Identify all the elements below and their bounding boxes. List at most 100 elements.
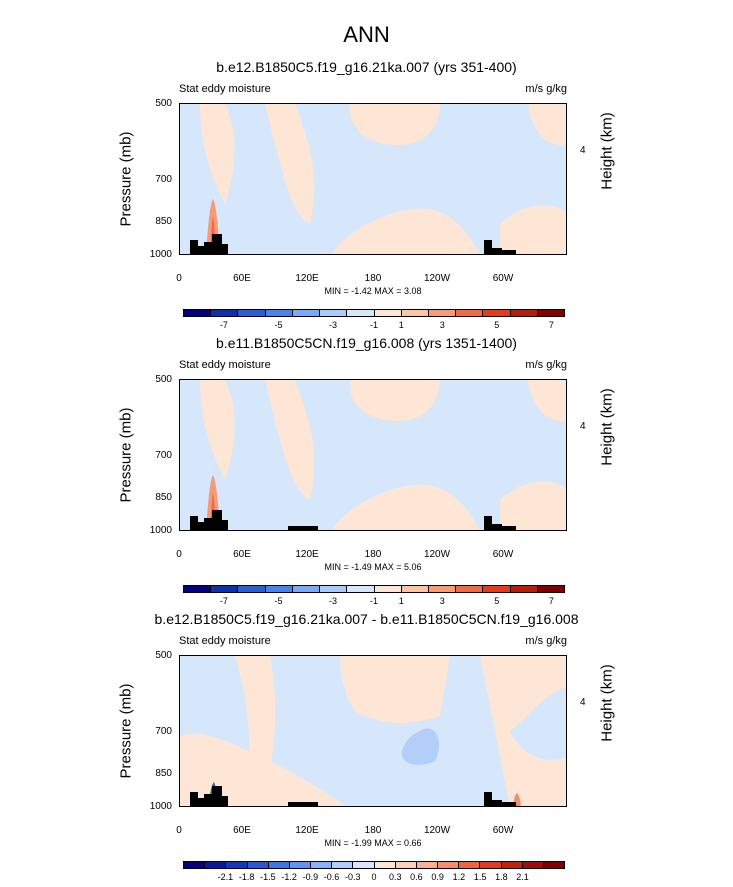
y-tick-label: 850 (155, 492, 172, 503)
colorbar-swatch (292, 310, 321, 316)
colorbar-swatch (456, 310, 484, 316)
x-tick-label: 60W (492, 825, 514, 836)
orography-block (190, 516, 198, 530)
colorbar-label: 1 (398, 320, 404, 330)
orography-block (484, 792, 492, 806)
colorbar-swatch (353, 862, 375, 868)
x-tick-label: 60E (233, 825, 251, 836)
contour-region (265, 380, 315, 500)
contour-region (340, 656, 450, 723)
colorbar (183, 861, 565, 869)
colorbar-swatch (374, 862, 396, 868)
colorbar-label: 0 (371, 872, 377, 882)
colorbar-swatch (265, 310, 293, 316)
colorbar-label: -2.1 (217, 872, 234, 882)
colorbar (183, 585, 565, 593)
contour-region (528, 380, 566, 421)
colorbar-label: -1 (369, 320, 379, 330)
x-tick-label: 60W (492, 549, 514, 560)
right-axis-label: Height (km) (598, 388, 616, 466)
colorbar-label: -7 (219, 596, 228, 606)
colorbar-swatch (374, 586, 402, 592)
colorbar-swatch (438, 862, 460, 868)
colorbar-label: -1.2 (281, 872, 297, 882)
x-tick-label: 0 (176, 273, 182, 284)
orography-block (288, 802, 302, 806)
colorbar-swatch (428, 586, 457, 592)
plot-area (179, 103, 567, 255)
colorbar-swatch (537, 586, 565, 592)
colorbar-swatch (456, 586, 484, 592)
orography-block (198, 798, 204, 806)
contour-region (401, 728, 440, 765)
orography-block (492, 248, 502, 254)
orography-block (302, 526, 318, 530)
colorbar-swatch (374, 310, 402, 316)
orography-block (190, 792, 198, 806)
orography-block (222, 244, 228, 254)
orography-block (204, 242, 212, 254)
right-tick-label: 4 (580, 145, 586, 156)
contour-region (331, 208, 480, 254)
orography-block (484, 516, 492, 530)
x-tick-label: 120W (423, 549, 451, 560)
contour-region (200, 104, 235, 204)
plot-area (179, 379, 567, 531)
orography-block (212, 234, 222, 254)
orography-block (212, 786, 222, 806)
colorbar-label: -0.3 (345, 872, 361, 882)
y-axis-label: Pressure (mb) (117, 407, 135, 503)
right-axis-label: Height (km) (598, 664, 616, 742)
colorbar-label: -5 (274, 596, 283, 606)
orography-block (204, 518, 212, 530)
min-max-stats: MIN = -1.99 MAX = 0.66 (324, 838, 422, 848)
colorbar-label: 1.2 (452, 872, 466, 882)
panel-title: b.e12.B1850C5.f19_g16.21ka.007 (yrs 351-… (216, 59, 517, 75)
colorbar-swatch (347, 310, 375, 316)
units-label: m/s g/kg (525, 83, 567, 95)
contour-region (200, 380, 235, 480)
colorbar-swatch (247, 862, 269, 868)
contour-region (500, 205, 566, 254)
orography-block (212, 510, 222, 530)
colorbar-label: 7 (548, 320, 554, 330)
colorbar-swatch (292, 586, 321, 592)
colorbar-label: 5 (494, 320, 500, 330)
colorbar-label: 1 (398, 596, 404, 606)
colorbar-swatch (428, 310, 457, 316)
colorbar-label: -5 (274, 320, 283, 330)
main-title: ANN (343, 22, 390, 47)
x-tick-label: 0 (176, 825, 182, 836)
colorbar-swatch (205, 862, 227, 868)
y-tick-label: 500 (155, 650, 172, 661)
colorbar-label: 2.1 (516, 872, 529, 882)
colorbar-swatch (320, 310, 348, 316)
colorbar-swatch (184, 862, 206, 868)
colorbar-swatch (522, 862, 544, 868)
colorbar-swatch (184, 310, 212, 316)
x-tick-label: 0 (176, 549, 182, 560)
y-tick-label: 700 (155, 174, 172, 185)
units-label: m/s g/kg (525, 359, 567, 371)
x-tick-label: 180 (364, 825, 382, 836)
orography-block (502, 250, 516, 254)
contour-region (265, 104, 315, 224)
y-tick-label: 500 (155, 98, 172, 109)
colorbar-label: -3 (329, 320, 338, 330)
y-tick-label: 500 (155, 374, 172, 385)
colorbar-swatch (543, 862, 565, 868)
orography-block (288, 526, 302, 530)
colorbar-swatch (265, 586, 293, 592)
colorbar-swatch (510, 586, 538, 592)
colorbar-label: -1 (369, 596, 379, 606)
x-tick-label: 60E (233, 549, 251, 560)
units-label: m/s g/kg (525, 635, 567, 647)
y-tick-label: 1000 (149, 249, 172, 260)
colorbar-label: -7 (219, 320, 228, 330)
y-tick-label: 850 (155, 768, 172, 779)
colorbar-swatch (401, 310, 429, 316)
y-axis-label: Pressure (mb) (117, 683, 135, 779)
colorbar-swatch (211, 310, 239, 316)
contour-region (331, 484, 480, 530)
y-tick-label: 700 (155, 726, 172, 737)
